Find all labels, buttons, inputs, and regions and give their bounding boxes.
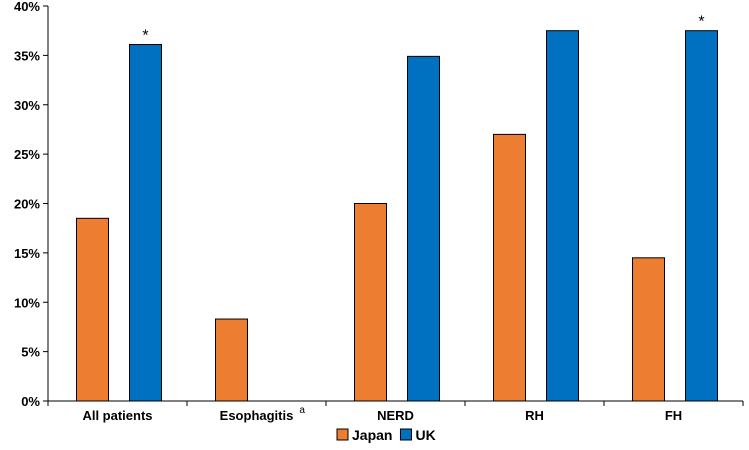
y-tick-label: 5% xyxy=(21,345,40,360)
y-tick-label: 15% xyxy=(14,246,40,261)
significance-marker: * xyxy=(698,14,704,31)
x-tick-label: NERD xyxy=(377,408,414,423)
y-tick-label: 35% xyxy=(14,48,40,63)
legend-label-uk: UK xyxy=(415,427,435,443)
bar-uk-4 xyxy=(685,30,718,402)
y-tick-label: 0% xyxy=(21,394,40,409)
y-tick-label: 25% xyxy=(14,147,40,162)
bar-japan-3 xyxy=(493,133,526,402)
legend-label-japan: Japan xyxy=(352,427,392,443)
legend-swatch-uk xyxy=(399,428,412,441)
legend: Japan UK xyxy=(336,427,436,443)
bar-japan-1 xyxy=(215,318,248,402)
annotations: ** xyxy=(142,14,704,45)
y-tick-label: 40% xyxy=(14,0,40,14)
x-axis: All patients Esophagitis a NERD RH FH xyxy=(47,400,744,423)
bar-japan-4 xyxy=(632,257,665,402)
bars xyxy=(76,30,718,402)
bar-uk-2 xyxy=(407,55,440,402)
legend-swatch-japan xyxy=(336,428,349,441)
x-tick-superscript: a xyxy=(299,405,305,416)
y-axis: 0% 5% 10% 15% 20% 25% 30% 35% 40% xyxy=(14,0,49,409)
x-tick-label: All patients xyxy=(82,408,152,423)
bar-uk-0 xyxy=(129,44,162,402)
bar-japan-0 xyxy=(76,217,109,402)
x-tick-label: Esophagitis xyxy=(220,408,294,423)
y-tick-label: 30% xyxy=(14,98,40,113)
x-tick-label: RH xyxy=(525,408,544,423)
significance-marker: * xyxy=(142,28,148,45)
y-tick-label: 20% xyxy=(14,197,40,212)
bar-japan-2 xyxy=(354,203,387,402)
y-tick-label: 10% xyxy=(14,295,40,310)
bar-uk-3 xyxy=(546,30,579,402)
x-tick-label: FH xyxy=(665,408,682,423)
